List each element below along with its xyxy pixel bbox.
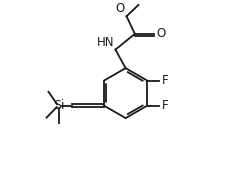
Text: HN: HN	[97, 36, 114, 49]
Text: Si: Si	[53, 99, 64, 112]
Text: F: F	[161, 74, 168, 87]
Text: O: O	[157, 27, 166, 40]
Text: O: O	[116, 2, 125, 15]
Text: F: F	[161, 99, 168, 112]
